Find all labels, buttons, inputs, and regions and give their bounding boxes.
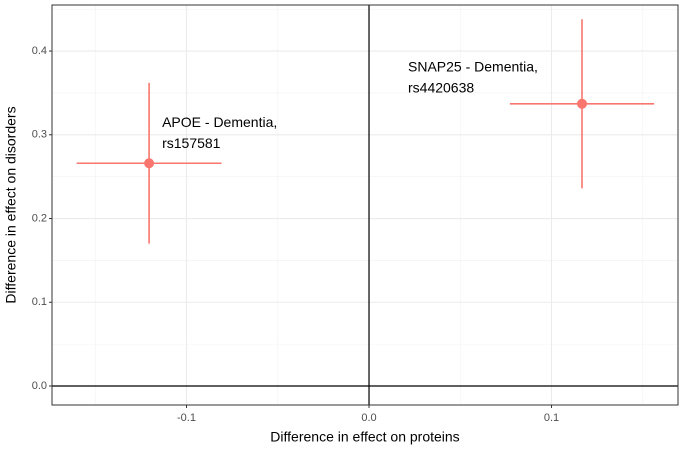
x-tick-label: -0.1 bbox=[177, 412, 196, 424]
x-tick-label: 0.0 bbox=[361, 412, 376, 424]
x-axis-title: Difference in effect on proteins bbox=[270, 429, 459, 445]
y-tick-label: 0.3 bbox=[32, 129, 47, 141]
y-tick-label: 0.4 bbox=[32, 45, 47, 57]
y-axis-title: Difference in effect on disorders bbox=[3, 106, 19, 303]
annotation: APOE - Dementia, bbox=[162, 114, 277, 130]
y-tick-label: 0.0 bbox=[32, 380, 47, 392]
annotation: rs157581 bbox=[162, 135, 221, 151]
annotation: SNAP25 - Dementia, bbox=[408, 59, 538, 75]
y-tick-label: 0.1 bbox=[32, 296, 47, 308]
y-tick-label: 0.2 bbox=[32, 212, 47, 224]
plot-border bbox=[51, 4, 679, 406]
x-tick-label: 0.1 bbox=[544, 412, 559, 424]
point bbox=[577, 98, 588, 109]
point bbox=[144, 158, 155, 169]
plot-background bbox=[52, 5, 678, 405]
annotation: rs4420638 bbox=[408, 80, 474, 96]
